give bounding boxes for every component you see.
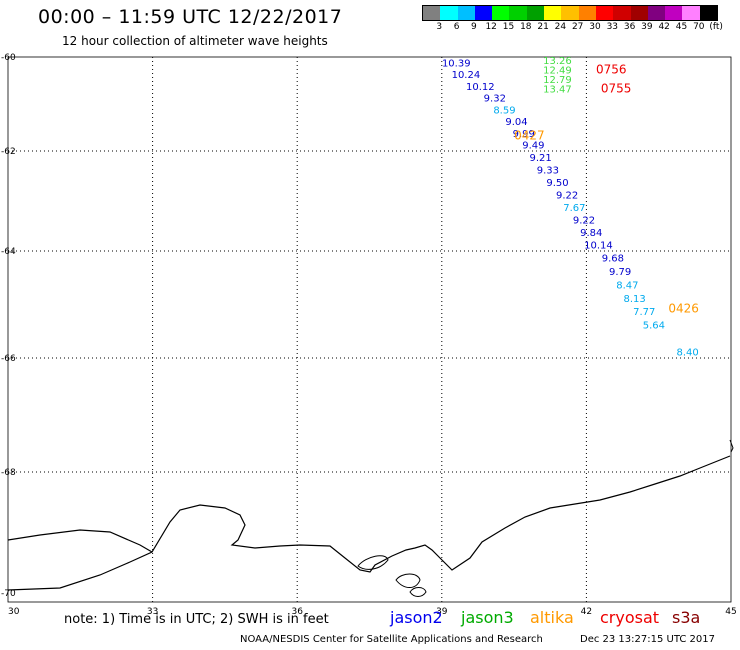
- jason2-wave-height: 9.49: [522, 141, 544, 152]
- color-swatch: [613, 6, 631, 20]
- lat-tick-label: -64: [1, 247, 16, 257]
- island: [409, 587, 427, 597]
- color-swatch: [457, 6, 475, 20]
- jason3-wave-height: 13.26: [543, 56, 572, 67]
- color-swatch: [561, 6, 579, 20]
- lat-tick-label: -66: [1, 354, 16, 364]
- color-swatch: [647, 6, 666, 20]
- color-swatch: [578, 6, 596, 20]
- jason2-wave-height: 9.50: [546, 178, 568, 189]
- map-frame: [7, 56, 732, 603]
- color-scale-label: 6: [453, 22, 460, 32]
- jason2-wave-height: 10.39: [442, 58, 471, 69]
- satellite-legend-s3a: s3a: [672, 608, 701, 627]
- color-swatch: [665, 6, 683, 20]
- satellite-legend-cryosat: cryosat: [600, 608, 660, 627]
- jason2-wave-height: 8.59: [493, 105, 515, 116]
- color-swatch: [630, 6, 648, 20]
- island: [357, 555, 389, 570]
- satellite-legend-jason2: jason2: [390, 608, 443, 627]
- color-scale-label: 9: [471, 22, 477, 32]
- color-scale-label: 30: [589, 22, 601, 32]
- lon-tick-label: 33: [147, 607, 158, 617]
- generated-timestamp: Dec 23 13:27:15 UTC 2017: [580, 634, 715, 645]
- jason2-wave-height: 9.04: [505, 117, 527, 128]
- jason2-wave-height: 5.64: [643, 321, 665, 332]
- color-scale-label: 39: [641, 22, 653, 32]
- lat-tick-label: -68: [1, 468, 16, 478]
- credit-text: NOAA/NESDIS Center for Satellite Applica…: [240, 634, 543, 645]
- coastline: [729, 439, 734, 453]
- lat-tick-label: -60: [1, 53, 16, 63]
- jason2-wave-height: 7.77: [633, 307, 655, 318]
- jason2-wave-height: 10.14: [584, 241, 613, 252]
- color-scale-label: 21: [537, 22, 549, 32]
- color-scale-label: 45: [675, 22, 688, 32]
- color-swatch: [595, 6, 614, 20]
- footer-note: note: 1) Time is in UTC; 2) SWH is in fe…: [64, 612, 329, 627]
- color-scale-label: 27: [571, 22, 584, 32]
- jason2-wave-height: 8.13: [623, 294, 645, 305]
- jason3-wave-height: 13.47: [543, 84, 572, 95]
- color-swatch: [699, 6, 718, 20]
- jason2-wave-height: 10.24: [452, 70, 481, 81]
- jason2-wave-height: 9.22: [556, 191, 578, 202]
- jason2-wave-height: 9.68: [602, 254, 624, 265]
- color-scale-label: 18: [520, 22, 532, 32]
- color-swatch: [544, 6, 562, 20]
- coastline: [7, 455, 731, 591]
- lon-tick-label: 39: [436, 607, 448, 617]
- color-scale-bar: [422, 5, 719, 21]
- color-scale-label: 24: [554, 22, 567, 32]
- color-swatch: [492, 6, 510, 20]
- jason2-wave-height: 8.40: [676, 347, 698, 358]
- jason2-wave-height: 7.67: [563, 203, 585, 214]
- lon-tick-label: 42: [581, 607, 592, 617]
- jason2-wave-height: 9.22: [573, 216, 595, 227]
- jason2-wave-height: 8.47: [616, 280, 638, 291]
- color-scale-label: 70: [693, 22, 705, 32]
- color-scale-label: 36: [623, 22, 636, 32]
- color-scale-label: 42: [658, 22, 670, 32]
- coastline: [7, 529, 153, 553]
- color-swatch: [509, 6, 527, 20]
- lat-tick-label: -70: [1, 589, 16, 599]
- color-scale-label: 15: [502, 22, 515, 32]
- island: [395, 573, 421, 588]
- lon-tick-label: 36: [291, 607, 303, 617]
- jason3-wave-height: 12.79: [543, 75, 572, 86]
- color-swatch: [440, 6, 458, 20]
- pass-time-label: 0756: [596, 62, 627, 76]
- pass-time-label: 0426: [668, 302, 699, 316]
- jason2-wave-height: 10.12: [466, 82, 495, 93]
- jason2-wave-height: 9.99: [513, 129, 535, 140]
- jason2-wave-height: 9.32: [484, 94, 506, 105]
- jason2-wave-height: 9.33: [537, 166, 559, 177]
- satellite-legend-altika: altika: [530, 608, 574, 627]
- pass-time-label: 0755: [601, 81, 632, 95]
- color-scale-label: 33: [606, 22, 619, 32]
- lon-tick-label: 45: [725, 607, 736, 617]
- jason2-wave-height: 9.21: [529, 153, 551, 164]
- color-swatch: [474, 6, 493, 20]
- color-swatch: [682, 6, 700, 20]
- lat-tick-label: -62: [1, 147, 16, 157]
- page-title: 00:00 – 11:59 UTC 12/22/2017: [38, 6, 343, 28]
- pass-time-label: 0427: [514, 128, 545, 142]
- satellite-legend-jason3: jason3: [461, 608, 514, 627]
- jason2-wave-height: 9.79: [609, 267, 631, 278]
- jason2-wave-height: 9.84: [580, 228, 602, 239]
- color-swatch: [423, 6, 441, 20]
- color-swatch: [526, 6, 545, 20]
- jason3-wave-height: 12.49: [543, 65, 572, 76]
- lon-tick-label: 30: [8, 607, 20, 617]
- color-scale-label: 12: [485, 22, 497, 32]
- color-scale-label: (ft): [709, 22, 723, 32]
- page-subtitle: 12 hour collection of altimeter wave hei…: [62, 34, 328, 48]
- color-scale-label: 3: [436, 22, 443, 32]
